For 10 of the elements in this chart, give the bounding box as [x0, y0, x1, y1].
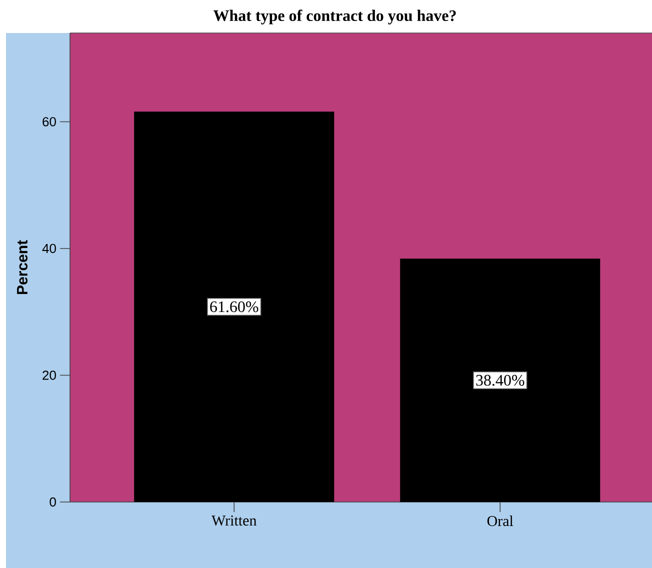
chart-title: What type of contract do you have? — [213, 10, 456, 24]
data-label: 61.60% — [210, 301, 258, 312]
x-tick-label: Oral — [487, 516, 514, 526]
y-axis-title: Percent — [17, 240, 28, 294]
y-tick-label: 40 — [42, 244, 56, 254]
data-label: 38.40% — [476, 374, 524, 386]
y-tick-label: 60 — [42, 117, 56, 126]
x-tick-label: Written — [212, 516, 257, 526]
y-tick-label: 20 — [42, 370, 56, 380]
y-tick-label: 0 — [50, 497, 56, 507]
